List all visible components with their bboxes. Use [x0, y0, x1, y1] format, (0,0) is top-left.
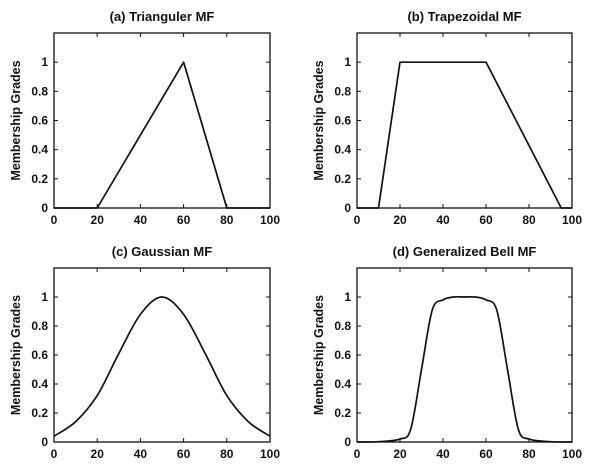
y-tick-label: 0.6 [31, 114, 48, 128]
y-tick-label: 0.4 [334, 377, 351, 391]
y-tick-label: 1 [41, 55, 48, 69]
x-tick-label: 20 [393, 213, 407, 227]
x-tick-label: 0 [51, 213, 58, 227]
y-tick-label: 1 [41, 290, 48, 304]
y-tick-label: 0.8 [334, 319, 351, 333]
y-tick-label: 0 [41, 201, 48, 215]
plot-frame [53, 267, 271, 443]
x-tick-label: 80 [220, 213, 234, 227]
y-tick-label: 0 [344, 435, 351, 449]
x-tick-label: 20 [91, 447, 105, 461]
y-tick-label: 1 [344, 55, 351, 69]
plot-frame [53, 32, 271, 209]
x-tick-label: 80 [522, 213, 536, 227]
panel-generalized-bell: (d) Generalized Bell MF Membership Grades… [312, 244, 582, 461]
y-axis-label: Membership Grades [9, 295, 23, 415]
y-tick-label: 0.2 [334, 406, 351, 420]
x-tick-label: 0 [354, 447, 361, 461]
y-tick-label: 0.2 [31, 172, 48, 186]
x-tick-label: 100 [562, 213, 582, 227]
y-tick-label: 0.8 [334, 84, 351, 98]
panel-triangular: (a) Trianguler MF Membership Grades 0 20 40 6… [9, 9, 280, 227]
y-tick-label: 0.4 [31, 143, 48, 157]
x-tick-label: 80 [220, 447, 234, 461]
membership-curve [53, 296, 271, 437]
y-tick-label: 0.6 [334, 348, 351, 362]
chart-title: (b) Trapezoidal MF [407, 9, 521, 24]
y-tick-label: 0.4 [31, 377, 48, 391]
x-tick-label: 100 [562, 447, 582, 461]
y-axis-label: Membership Grades [9, 60, 23, 180]
plot-frame [356, 267, 573, 443]
chart-title: (d) Generalized Bell MF [393, 244, 537, 259]
x-tick-label: 100 [260, 447, 280, 461]
x-tick-label: 40 [436, 447, 450, 461]
y-tick-label: 1 [344, 290, 351, 304]
y-tick-label: 0.8 [31, 84, 48, 98]
y-tick-label: 0.8 [31, 319, 48, 333]
panel-trapezoidal: (b) Trapezoidal MF Membership Grades 0 20 40… [312, 9, 582, 227]
membership-curve [54, 61, 270, 209]
x-tick-label: 40 [134, 213, 148, 227]
x-tick-label: 40 [134, 447, 148, 461]
y-tick-label: 0.6 [31, 348, 48, 362]
y-axis-label: Membership Grades [312, 60, 326, 180]
y-tick-label: 0.4 [334, 143, 351, 157]
y-axis-label: Membership Grades [312, 295, 326, 415]
membership-curve [357, 61, 572, 209]
y-tick-label: 0.2 [31, 406, 48, 420]
x-tick-label: 60 [479, 213, 493, 227]
x-tick-label: 40 [436, 213, 450, 227]
x-tick-label: 100 [260, 213, 280, 227]
x-tick-label: 20 [91, 213, 105, 227]
chart-title: (c) Gaussian MF [112, 244, 212, 259]
x-tick-label: 0 [51, 447, 58, 461]
x-tick-label: 60 [177, 213, 191, 227]
x-tick-label: 60 [177, 447, 191, 461]
y-tick-label: 0.6 [334, 114, 351, 128]
x-tick-label: 60 [479, 447, 493, 461]
membership-curve [356, 295, 573, 443]
plot-frame [356, 32, 573, 209]
x-tick-label: 0 [354, 213, 361, 227]
chart-title: (a) Trianguler MF [110, 9, 215, 24]
x-tick-label: 80 [522, 447, 536, 461]
y-tick-label: 0 [41, 435, 48, 449]
x-tick-label: 20 [393, 447, 407, 461]
y-tick-label: 0 [344, 201, 351, 215]
y-tick-label: 0.2 [334, 172, 351, 186]
panel-gaussian: (c) Gaussian MF Membership Grades 0 20 40 60 8… [9, 244, 280, 461]
